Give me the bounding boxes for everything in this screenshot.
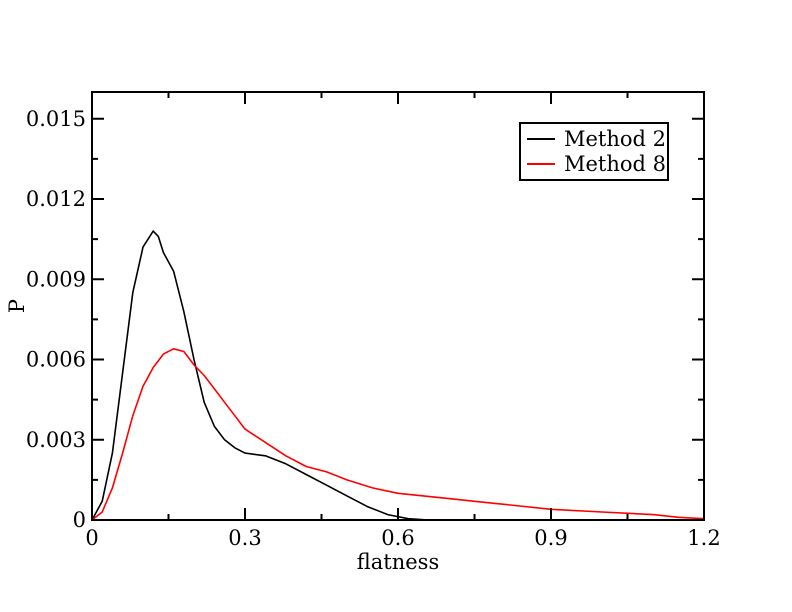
y-tick-label: 0.009 bbox=[26, 267, 86, 291]
y-tick-label: 0.012 bbox=[26, 187, 86, 211]
series-line-2 bbox=[91, 347, 705, 521]
x-axis-label: flatness bbox=[357, 550, 439, 574]
y-axis-label: P bbox=[5, 299, 29, 313]
legend-label: Method 2 bbox=[564, 127, 666, 151]
legend-label: Method 8 bbox=[564, 152, 666, 176]
y-tick-label: 0.006 bbox=[26, 348, 86, 372]
legend-box bbox=[519, 122, 669, 181]
series-line-1 bbox=[91, 230, 704, 521]
axis-ticks bbox=[91, 92, 705, 521]
x-tick-label: 0 bbox=[85, 526, 98, 550]
x-tick-label: 1.2 bbox=[687, 526, 720, 550]
x-tick-label: 0.3 bbox=[228, 526, 261, 550]
y-tick-label: 0 bbox=[73, 508, 86, 532]
y-tick-label: 0.015 bbox=[26, 107, 86, 131]
plot-series bbox=[91, 230, 705, 521]
axis-tick-labels: 0 0.3 0.6 0.9 1.2 0 0.003 0.006 0.009 0.012 0.015 bbox=[26, 107, 721, 550]
y-tick-label: 0.003 bbox=[26, 428, 86, 452]
x-tick-label: 0.6 bbox=[381, 526, 414, 550]
x-tick-label: 0.9 bbox=[534, 526, 567, 550]
